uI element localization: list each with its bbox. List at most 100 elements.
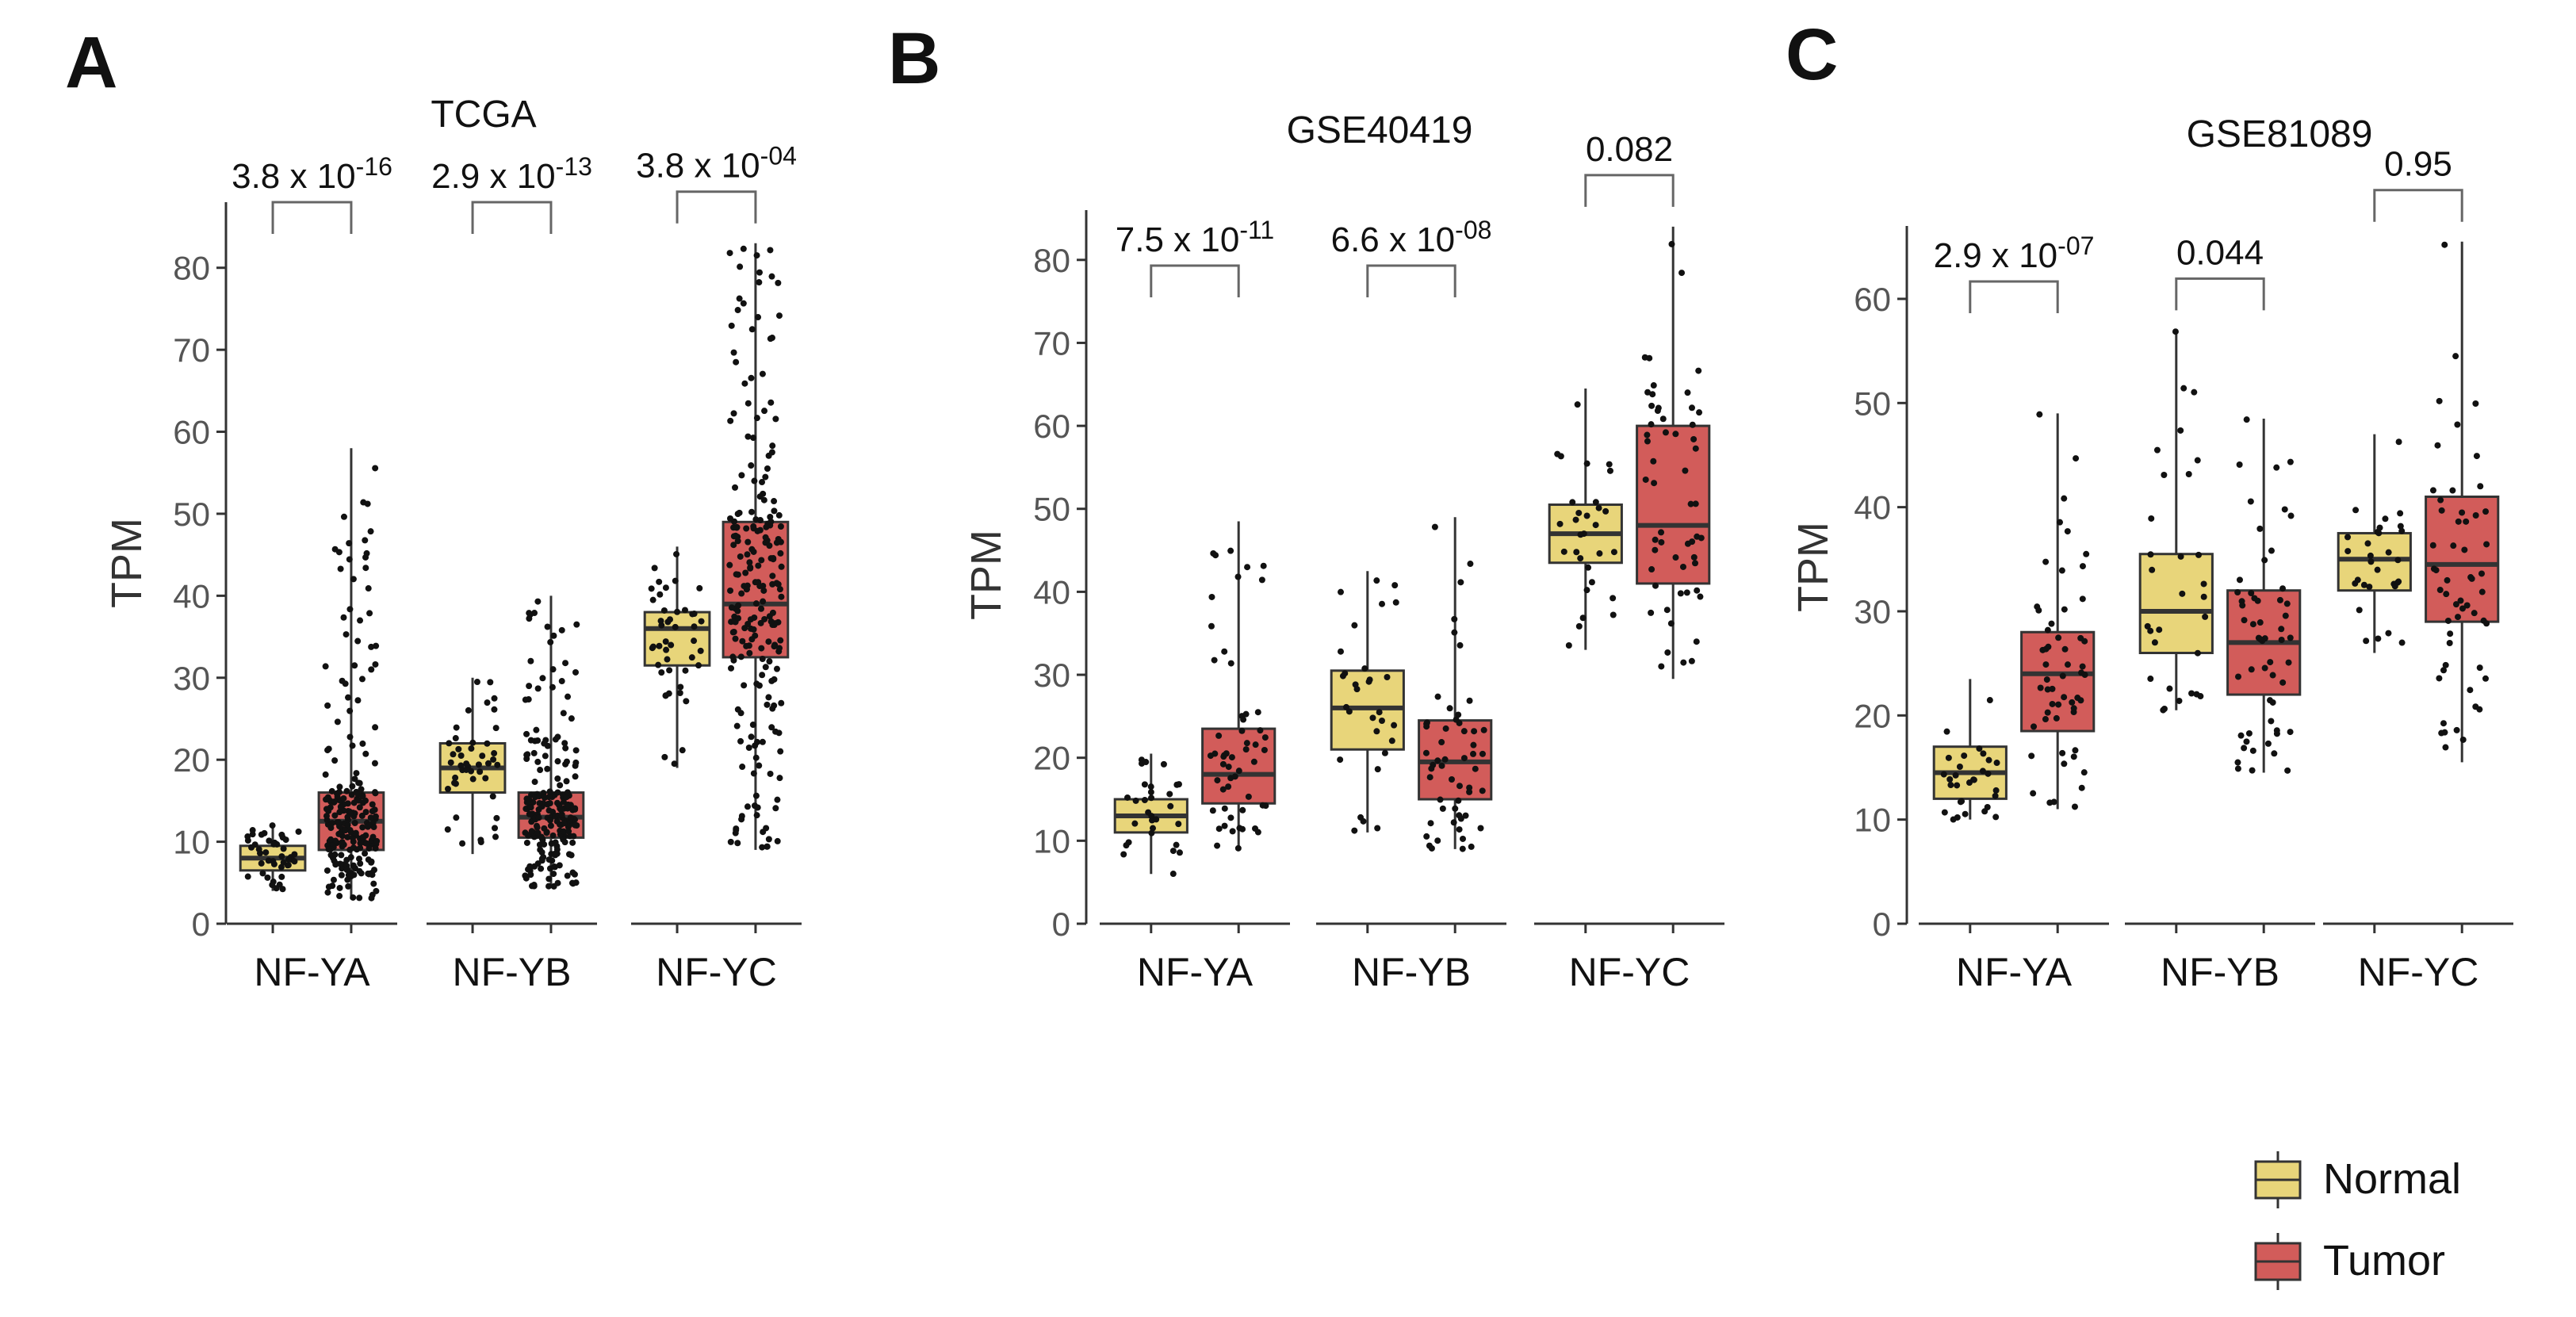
data-point xyxy=(772,805,779,812)
data-point xyxy=(2078,784,2085,791)
data-point xyxy=(730,533,737,540)
data-point xyxy=(750,523,757,530)
data-point xyxy=(572,759,580,766)
data-point xyxy=(371,760,378,767)
y-tick-label: 10 xyxy=(1033,822,1070,859)
data-point xyxy=(346,606,354,613)
data-point xyxy=(760,587,767,594)
data-point xyxy=(762,664,769,671)
data-point xyxy=(369,833,377,840)
data-point xyxy=(465,706,472,714)
data-point xyxy=(546,817,553,824)
data-point xyxy=(778,699,785,706)
data-point xyxy=(2148,515,2155,522)
data-point xyxy=(768,273,775,280)
data-point xyxy=(767,518,775,525)
data-point xyxy=(2074,695,2081,702)
data-point xyxy=(2276,596,2283,603)
data-point xyxy=(1214,842,1221,849)
data-point xyxy=(335,788,343,795)
data-point xyxy=(2059,672,2066,680)
data-point xyxy=(335,819,343,826)
data-point xyxy=(2279,585,2287,592)
data-point xyxy=(763,523,770,530)
data-point xyxy=(738,472,745,479)
data-point xyxy=(1450,819,1457,826)
data-point xyxy=(1583,460,1590,467)
data-point xyxy=(1577,555,1584,562)
data-point xyxy=(740,245,747,252)
data-point xyxy=(1659,415,1667,423)
data-point xyxy=(771,641,779,649)
data-point xyxy=(1993,760,2000,767)
data-point xyxy=(2467,687,2474,694)
data-point xyxy=(1947,782,1954,789)
data-point xyxy=(2472,511,2479,519)
data-point xyxy=(534,685,542,692)
data-point xyxy=(455,745,462,752)
data-point xyxy=(534,829,542,837)
data-point xyxy=(359,824,366,831)
pvalue-base: 2.9 x 10 xyxy=(431,157,556,196)
data-point xyxy=(1956,763,1963,770)
data-point xyxy=(343,866,350,873)
data-point xyxy=(362,565,369,572)
data-point xyxy=(1950,816,1957,823)
data-point xyxy=(2177,553,2184,560)
data-point xyxy=(777,549,784,557)
data-point xyxy=(767,335,774,343)
data-point xyxy=(748,326,756,333)
data-point xyxy=(1565,641,1572,649)
data-point xyxy=(2254,597,2261,604)
data-point xyxy=(563,778,570,785)
data-point xyxy=(1148,794,1155,802)
data-point xyxy=(2247,498,2254,505)
data-point xyxy=(1672,554,1679,561)
data-point xyxy=(248,844,255,851)
data-point xyxy=(1343,703,1350,710)
data-point xyxy=(340,614,347,621)
data-point xyxy=(1456,826,1463,833)
data-point xyxy=(1654,407,1661,414)
data-point xyxy=(1208,622,1215,630)
data-point xyxy=(279,886,286,893)
data-point xyxy=(1423,723,1430,730)
data-point xyxy=(526,863,534,870)
data-point xyxy=(1442,725,1449,732)
data-point xyxy=(768,449,775,456)
data-point xyxy=(345,694,352,701)
data-point xyxy=(696,584,703,592)
data-point xyxy=(346,707,354,714)
data-point xyxy=(1952,771,1959,779)
data-point xyxy=(1258,576,1265,584)
panel-c: C GSE81089 TPM 0 10 20 30 40 50 60 NF-YA NF-YB NF… xyxy=(1786,14,2513,994)
data-point xyxy=(291,851,298,858)
data-point xyxy=(1457,815,1464,822)
data-point xyxy=(755,314,762,321)
data-point xyxy=(1684,389,1691,396)
data-point xyxy=(2045,643,2052,650)
data-point xyxy=(1451,615,1458,622)
data-point xyxy=(339,839,346,846)
data-point xyxy=(1439,805,1446,812)
data-point xyxy=(2284,767,2291,774)
data-point xyxy=(768,724,775,731)
data-point xyxy=(1954,782,1961,789)
data-point xyxy=(347,873,354,880)
data-point xyxy=(327,825,335,832)
legend-item-normal: Normal xyxy=(2254,1151,2461,1208)
data-point xyxy=(2471,610,2478,617)
data-point xyxy=(348,791,355,798)
data-point xyxy=(538,865,545,872)
data-point xyxy=(1365,678,1372,685)
data-point xyxy=(1337,756,1344,764)
data-point xyxy=(1231,773,1238,780)
data-point xyxy=(1663,607,1671,614)
data-point xyxy=(648,585,655,592)
data-point xyxy=(766,542,773,549)
data-point xyxy=(342,827,349,834)
data-point xyxy=(1658,529,1665,536)
data-point xyxy=(774,837,781,844)
data-point xyxy=(2057,519,2064,526)
data-point xyxy=(2444,576,2451,584)
